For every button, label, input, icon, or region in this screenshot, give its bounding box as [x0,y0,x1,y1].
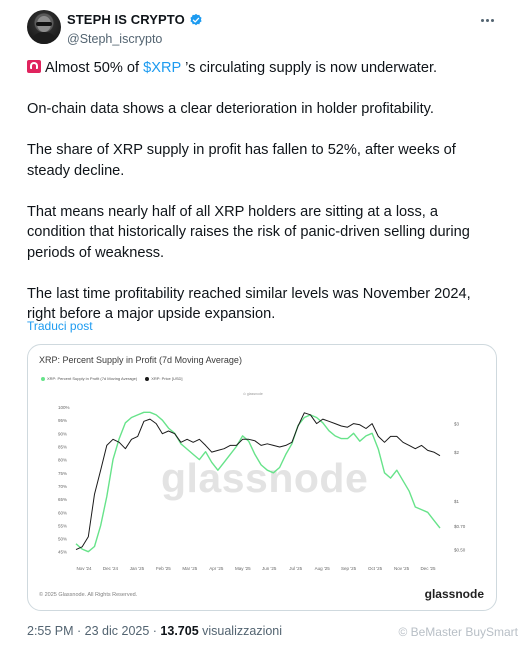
verified-badge-icon [190,13,202,25]
y-right-tick-label: $0.70 [454,524,466,529]
tweet-text-span: Almost 50% of [45,60,144,76]
chart-watermark: glassnode [161,455,369,501]
y-right-tick-label: $0.50 [454,548,466,553]
avatar[interactable] [27,10,61,44]
legend-item-supply: XRP: Percent Supply in Profit (7d Moving… [41,376,137,381]
x-tick-label: Mar '25 [182,566,197,571]
y-left-tick-label: 90% [58,431,67,436]
avatar-body-shape [31,32,57,44]
chart-plot: 100% 95% 90% 85% 80% 75% 70% 65% 60% 55% 50% 45% $3 $… [58,405,466,571]
y-left-tick-label: 65% [58,497,67,502]
x-tick-label: Dec '25 [420,566,436,571]
x-tick-label: May '25 [235,566,251,571]
series-line-price [75,412,441,551]
y-left-tick-label: 95% [58,418,67,423]
author-display-name-row[interactable]: STEPH IS CRYPTO [67,12,203,27]
x-tick-label: Apr '25 [209,566,224,571]
tweet-time[interactable]: 2:55 PM [27,624,74,638]
y-left-tick-label: 60% [58,510,67,515]
corner-watermark: © BeMaster BuySmart [398,625,518,639]
cashtag-link[interactable]: $XRP [143,60,182,76]
y-left-tick-label: 55% [58,523,67,528]
meta-separator: · [149,624,161,638]
view-count-label: visualizzazioni [198,624,283,638]
tweet-media-card[interactable]: XRP: Percent Supply in Profit (7d Moving… [27,344,497,611]
tweet-text-span: ’s circulating supply is now underwater. [181,60,438,76]
legend-label-supply: XRP: Percent Supply in Profit (7d Moving… [47,376,138,381]
view-count: 13.705 [160,624,199,638]
translate-post-link[interactable]: Traduci post [27,319,93,333]
y-left-tick-label: 45% [58,550,67,555]
rotating-light-emoji-icon [27,60,41,73]
chart-small-logo: ⊙ glassnode [243,392,263,396]
tweet-paragraph-4: That means nearly half of all XRP holder… [27,203,470,261]
x-tick-label: Nov '25 [394,566,410,571]
author-block: STEPH IS CRYPTO @Steph_iscrypto [67,11,203,46]
x-tick-label: Feb '25 [156,566,171,571]
x-tick-label: Jan '25 [130,566,145,571]
y-left-tick-label: 80% [58,458,67,463]
tweet-text: Almost 50% of $XRP ’s circulating supply… [27,58,497,325]
tweet-meta: 2:55 PM · 23 dic 2025 · 13.705 visualizz… [27,624,282,638]
y-left-tick-label: 100% [58,405,70,410]
legend-label-price: XRP: Price [USD] [151,376,183,381]
y-left-tick-label: 50% [58,537,67,542]
legend-item-price: XRP: Price [USD] [145,376,183,381]
avatar-sunglasses-shape [36,22,52,26]
chart-copyright: © 2025 Glassnode. All Rights Reserved. [39,592,138,598]
y-left-tick-label: 70% [58,484,67,489]
tweet-paragraph-5: The last time profitability reached simi… [27,285,471,323]
author-display-name[interactable]: STEPH IS CRYPTO [67,12,185,27]
chart-brand-logo: glassnode [424,587,484,601]
author-handle[interactable]: @Steph_iscrypto [67,32,163,46]
tweet-date[interactable]: 23 dic 2025 [84,624,150,638]
tweet-paragraph-1: Almost 50% of $XRP ’s circulating supply… [27,58,497,79]
y-left-tick-label: 85% [58,444,67,449]
y-left-tick-label: 75% [58,471,67,476]
x-tick-label: Oct '25 [368,566,383,571]
tweet-header: STEPH IS CRYPTO @Steph_iscrypto [27,10,505,46]
x-tick-label: Sep '25 [341,566,357,571]
legend-dot-supply [41,376,45,381]
series-line-supply-in-profit [75,411,441,553]
chart-legend: XRP: Percent Supply in Profit (7d Moving… [41,376,183,381]
meta-separator: · [73,624,85,638]
chart-title: XRP: Percent Supply in Profit (7d Moving… [39,355,242,365]
tweet-paragraph-2: On-chain data shows a clear deterioratio… [27,101,434,117]
y-right-tick-label: $2 [454,450,460,455]
legend-dot-price [145,376,150,381]
x-tick-label: Nov '24 [76,566,92,571]
y-right-tick-label: $3 [454,422,460,427]
more-options-icon[interactable] [477,12,497,28]
x-tick-label: Dec '24 [103,566,119,571]
x-tick-label: Jul '25 [289,566,302,571]
x-tick-label: Jun '25 [262,566,277,571]
y-right-tick-label: $1 [454,499,460,504]
x-tick-label: Aug '25 [315,566,331,571]
tweet-paragraph-3: The share of XRP supply in profit has fa… [27,142,456,179]
